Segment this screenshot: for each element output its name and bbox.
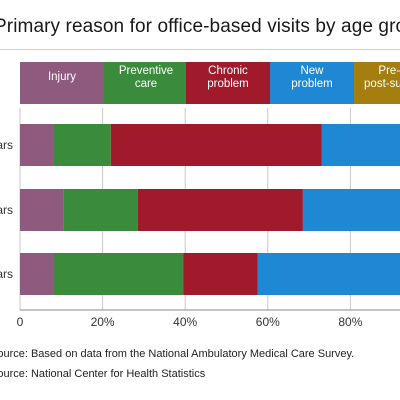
chart-title: Primary reason for office-based visits b… [0, 16, 400, 37]
x-tick-label: 60% [256, 315, 280, 329]
legend-swatch-chronic-problem [186, 62, 270, 104]
title-divider [0, 49, 400, 50]
bar-segment-preventive-care [53, 253, 184, 295]
bar-segment-chronic-problem [183, 253, 258, 295]
legend-label-pre-or-post-surgery: Pre- orpost-surgery [364, 65, 400, 90]
stacked-bar-chart: Injury Preventive care Chronic problem New pro… [0, 62, 400, 329]
legend-label-preventive-care: Preventive care [119, 65, 173, 90]
category-label: 18–64 years [0, 203, 13, 217]
bar-segment-preventive-care [63, 189, 138, 231]
x-tick-label: 40% [173, 315, 197, 329]
bar-segment-injury [20, 189, 64, 231]
bar-segment-chronic-problem [137, 189, 303, 231]
legend-label-injury: Injury [48, 71, 76, 83]
legend-label-new-problem: New problem [291, 65, 333, 90]
bar-segment-new-problem [321, 124, 400, 166]
credit-note: Source: National Center for Health Stati… [0, 368, 206, 380]
x-tick-label: 80% [338, 315, 362, 329]
x-tick-label: 0 [17, 315, 24, 329]
legend-label-chronic-problem: Chronic problem [207, 65, 249, 90]
category-label: 65+ years [0, 267, 13, 281]
legend: Injury Preventive care Chronic problem New pro… [20, 62, 400, 104]
category-label: 0–17 years [0, 138, 13, 152]
x-tick-label: 20% [91, 315, 115, 329]
x-axis: 020%40%60%80%100% [17, 315, 363, 329]
bar-segment-injury [20, 253, 54, 295]
bar-segment-new-problem [257, 253, 400, 295]
bar-segment-injury [20, 124, 54, 166]
legend-swatch-preventive-care [104, 62, 188, 104]
legend-swatch-pre-or-post-surgery [354, 62, 400, 104]
legend-swatch-injury [20, 62, 104, 104]
bars: 0–17 years 18–64 years 65+ years [0, 124, 400, 295]
bar-segment-preventive-care [53, 124, 111, 166]
bar-segment-new-problem [302, 189, 400, 231]
legend-swatch-new-problem [270, 62, 354, 104]
bar-segment-chronic-problem [110, 124, 322, 166]
source-note: Source: Based on data from the National … [0, 348, 355, 360]
